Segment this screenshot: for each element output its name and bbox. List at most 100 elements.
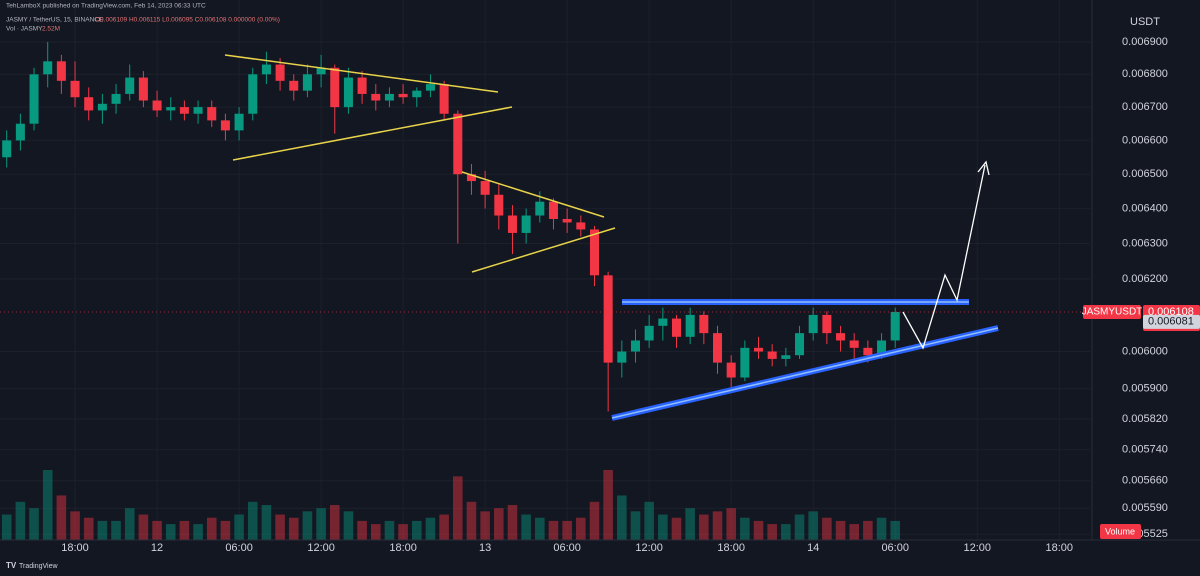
volume-bar [29, 508, 39, 540]
volume-bar [849, 524, 859, 540]
x-tick-label: 06:00 [553, 542, 581, 554]
candle-body [220, 120, 230, 131]
volume-bar [507, 505, 518, 540]
candle-body [275, 64, 285, 81]
volume-bar [56, 495, 67, 540]
volume-bar [411, 520, 422, 540]
y-tick-label: 0.005900 [1122, 383, 1168, 395]
candle-body [193, 107, 203, 114]
candle-body [726, 362, 736, 378]
volume-bar [220, 520, 231, 540]
x-tick-label: 13 [479, 542, 491, 554]
volume-bar [83, 517, 94, 540]
candle-body [152, 100, 162, 111]
volume-bar [275, 514, 285, 540]
volume-bar [671, 517, 682, 540]
candle-body [644, 325, 654, 341]
volume-bar [316, 508, 326, 540]
volume-bar [617, 495, 627, 540]
volume-bar [1, 514, 12, 540]
candle-body [412, 90, 422, 98]
y-tick-label: 0.006400 [1122, 202, 1168, 214]
y-tick-label: 0.006800 [1122, 68, 1168, 80]
volume-bar [124, 508, 135, 540]
x-tick-label: 12 [151, 542, 163, 554]
candle-body [371, 93, 381, 101]
candle-body [97, 103, 107, 111]
x-tick-label: 12:00 [307, 542, 335, 554]
candle-body [699, 314, 709, 334]
symbol-tag [1083, 305, 1141, 320]
volume-bar [753, 520, 764, 540]
candle-body [56, 61, 66, 81]
volume-bar [890, 520, 900, 540]
candle-body [836, 333, 846, 341]
candle-body [302, 74, 312, 91]
volume-bar [562, 520, 572, 540]
candle-body [261, 64, 271, 75]
volume-bar [165, 524, 176, 540]
axes: 0.006900 0.006800 0.006700 0.006600 0.006500… [61, 36, 1168, 554]
candle-body [494, 194, 504, 216]
volume-bar [480, 511, 490, 540]
volume-bar [42, 470, 53, 540]
volume-bar [712, 511, 723, 540]
y-tick-label: 0.006900 [1122, 36, 1168, 48]
volume-bar [466, 501, 477, 540]
volume-bar [179, 520, 190, 540]
candle-body [179, 107, 189, 114]
candle-body [166, 107, 176, 111]
volume-bar [726, 508, 736, 540]
volume-bar [247, 501, 258, 540]
candle-body [562, 218, 572, 223]
x-tick-label: 14 [807, 542, 819, 554]
candle-body [589, 229, 599, 276]
candle-body [425, 84, 435, 91]
candle-body [548, 201, 558, 219]
logo-mark: TV [6, 561, 17, 570]
volume-bar [535, 517, 545, 540]
volume-bar [425, 517, 436, 540]
volume-bar [234, 514, 244, 540]
symbol-tag-label: JASMYUSDT [1082, 307, 1143, 318]
trendline [224, 54, 499, 93]
candle-body [316, 67, 326, 75]
grid [0, 0, 1090, 540]
y-tick-label: 0.005590 [1122, 502, 1168, 514]
volume-bar [302, 511, 313, 540]
volume-bar [439, 514, 449, 540]
volume-bar [740, 517, 750, 540]
candle-body [767, 351, 777, 359]
brand: TradingView [19, 563, 58, 570]
candle-body [521, 215, 531, 233]
volume-bar [658, 514, 668, 540]
volume-bar [863, 520, 873, 540]
candle-body [603, 275, 613, 363]
candle-body [29, 74, 39, 124]
volume-bar [767, 524, 777, 540]
candle-body [357, 77, 367, 94]
candle-body [439, 84, 449, 114]
symbol: JASMY / TetherUS, 15, BINANCE [6, 17, 104, 24]
y-tick-label: 0.005740 [1122, 444, 1168, 456]
volume-bar [494, 508, 504, 540]
candle-body [658, 318, 668, 326]
candle-body [343, 77, 353, 108]
volume-bar [152, 520, 162, 540]
y-tick-label: 0.006300 [1122, 237, 1168, 249]
candle-body [84, 97, 94, 111]
volume-bar [111, 520, 121, 540]
y-tick-label: 0.006500 [1122, 168, 1168, 180]
arrow-head [977, 160, 990, 176]
support-line [611, 327, 999, 419]
y-tick-label: 0.006600 [1122, 134, 1168, 146]
volume-bar [685, 508, 695, 540]
candle-body [877, 340, 887, 356]
candle-body [740, 347, 750, 378]
volume-bar [288, 517, 299, 540]
candle-body [480, 181, 490, 195]
volume-bar [329, 505, 340, 540]
